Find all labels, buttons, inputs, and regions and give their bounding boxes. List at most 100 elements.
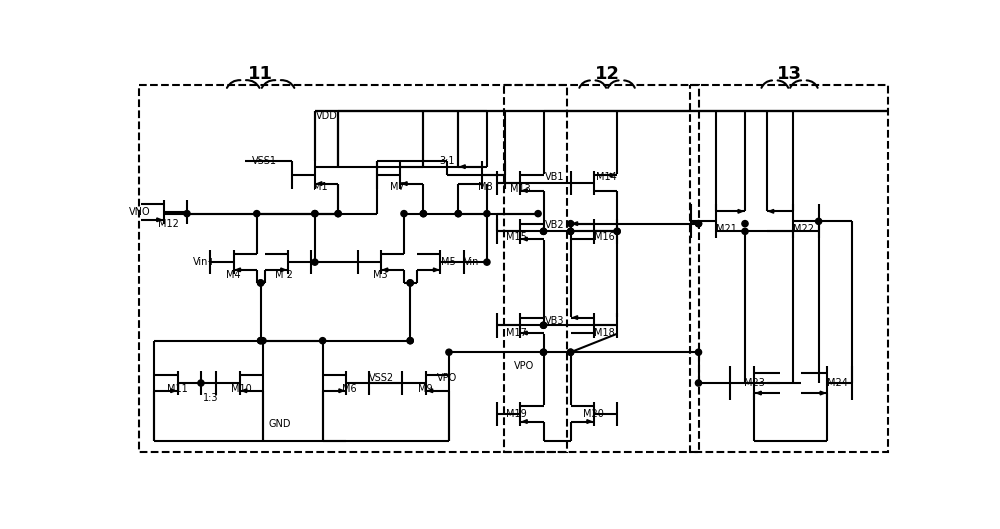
- Circle shape: [198, 380, 204, 386]
- Circle shape: [695, 221, 702, 227]
- Text: M23: M23: [744, 378, 765, 388]
- Circle shape: [258, 338, 264, 344]
- Circle shape: [540, 349, 547, 355]
- Polygon shape: [242, 389, 247, 393]
- Polygon shape: [523, 419, 527, 423]
- Bar: [504, 85, 698, 452]
- Circle shape: [254, 211, 260, 217]
- Bar: [690, 85, 888, 452]
- Circle shape: [320, 338, 326, 344]
- Text: 11: 11: [248, 65, 273, 83]
- Text: M9: M9: [418, 384, 433, 394]
- Circle shape: [258, 280, 264, 286]
- Circle shape: [420, 211, 426, 217]
- Circle shape: [568, 228, 574, 234]
- Circle shape: [401, 211, 407, 217]
- Text: M6: M6: [342, 384, 356, 394]
- Circle shape: [260, 338, 266, 344]
- Circle shape: [407, 280, 413, 286]
- Text: VPO: VPO: [437, 372, 458, 382]
- Circle shape: [568, 349, 574, 355]
- Circle shape: [407, 338, 413, 344]
- Circle shape: [816, 218, 822, 224]
- Circle shape: [568, 221, 574, 227]
- Polygon shape: [769, 209, 774, 213]
- Text: VB2: VB2: [545, 220, 565, 230]
- Polygon shape: [171, 389, 175, 393]
- Circle shape: [695, 349, 702, 355]
- Text: M16: M16: [594, 232, 615, 242]
- Polygon shape: [820, 391, 825, 395]
- Circle shape: [742, 221, 748, 227]
- Text: VNO: VNO: [129, 207, 151, 217]
- Circle shape: [446, 349, 452, 355]
- Bar: [139, 85, 567, 452]
- Circle shape: [484, 211, 490, 217]
- Polygon shape: [317, 182, 322, 186]
- Circle shape: [258, 280, 264, 286]
- Circle shape: [335, 211, 341, 217]
- Text: VSS1: VSS1: [252, 156, 277, 166]
- Polygon shape: [573, 316, 578, 320]
- Text: VDD: VDD: [316, 111, 338, 121]
- Text: Vin-: Vin-: [464, 257, 483, 267]
- Text: VB3: VB3: [545, 316, 565, 326]
- Circle shape: [407, 338, 413, 344]
- Circle shape: [540, 322, 547, 329]
- Polygon shape: [433, 268, 438, 272]
- Circle shape: [312, 211, 318, 217]
- Polygon shape: [383, 268, 388, 272]
- Text: VB1: VB1: [545, 172, 565, 183]
- Polygon shape: [523, 331, 527, 335]
- Polygon shape: [738, 209, 743, 213]
- Polygon shape: [428, 389, 433, 393]
- Circle shape: [695, 221, 702, 227]
- Text: M24: M24: [827, 378, 848, 388]
- Text: M5: M5: [441, 257, 456, 267]
- Text: VPO: VPO: [514, 361, 534, 371]
- Circle shape: [540, 228, 547, 234]
- Text: M11: M11: [167, 384, 188, 394]
- Circle shape: [535, 211, 541, 217]
- Circle shape: [742, 228, 748, 234]
- Circle shape: [540, 349, 547, 355]
- Circle shape: [258, 338, 264, 344]
- Text: M22: M22: [793, 224, 814, 234]
- Text: 1:3: 1:3: [202, 394, 218, 404]
- Text: M15: M15: [506, 232, 527, 242]
- Circle shape: [568, 349, 574, 355]
- Circle shape: [540, 322, 547, 329]
- Text: 12: 12: [595, 65, 620, 83]
- Polygon shape: [523, 189, 527, 193]
- Text: GND: GND: [269, 419, 291, 429]
- Text: M8: M8: [478, 181, 493, 191]
- Polygon shape: [281, 268, 285, 272]
- Text: M21: M21: [716, 224, 736, 234]
- Text: M17: M17: [506, 328, 527, 338]
- Polygon shape: [461, 165, 465, 169]
- Circle shape: [312, 259, 318, 265]
- Polygon shape: [236, 268, 240, 272]
- Text: M14: M14: [596, 172, 617, 183]
- Circle shape: [420, 211, 426, 217]
- Text: M18: M18: [594, 328, 615, 338]
- Text: Vin+: Vin+: [193, 257, 216, 267]
- Polygon shape: [573, 222, 578, 225]
- Text: 13: 13: [777, 65, 802, 83]
- Polygon shape: [587, 419, 592, 423]
- Text: M1: M1: [313, 181, 328, 191]
- Text: M 2: M 2: [275, 270, 293, 280]
- Circle shape: [614, 228, 620, 234]
- Text: M20: M20: [583, 409, 604, 419]
- Text: 3:1: 3:1: [439, 156, 454, 166]
- Circle shape: [184, 211, 190, 217]
- Text: VSS2: VSS2: [369, 372, 394, 382]
- Circle shape: [455, 211, 461, 217]
- Circle shape: [455, 211, 461, 217]
- Circle shape: [614, 228, 620, 234]
- Text: M12: M12: [158, 218, 179, 229]
- Polygon shape: [523, 237, 527, 241]
- Circle shape: [312, 211, 318, 217]
- Text: M13: M13: [510, 184, 531, 194]
- Circle shape: [540, 228, 547, 234]
